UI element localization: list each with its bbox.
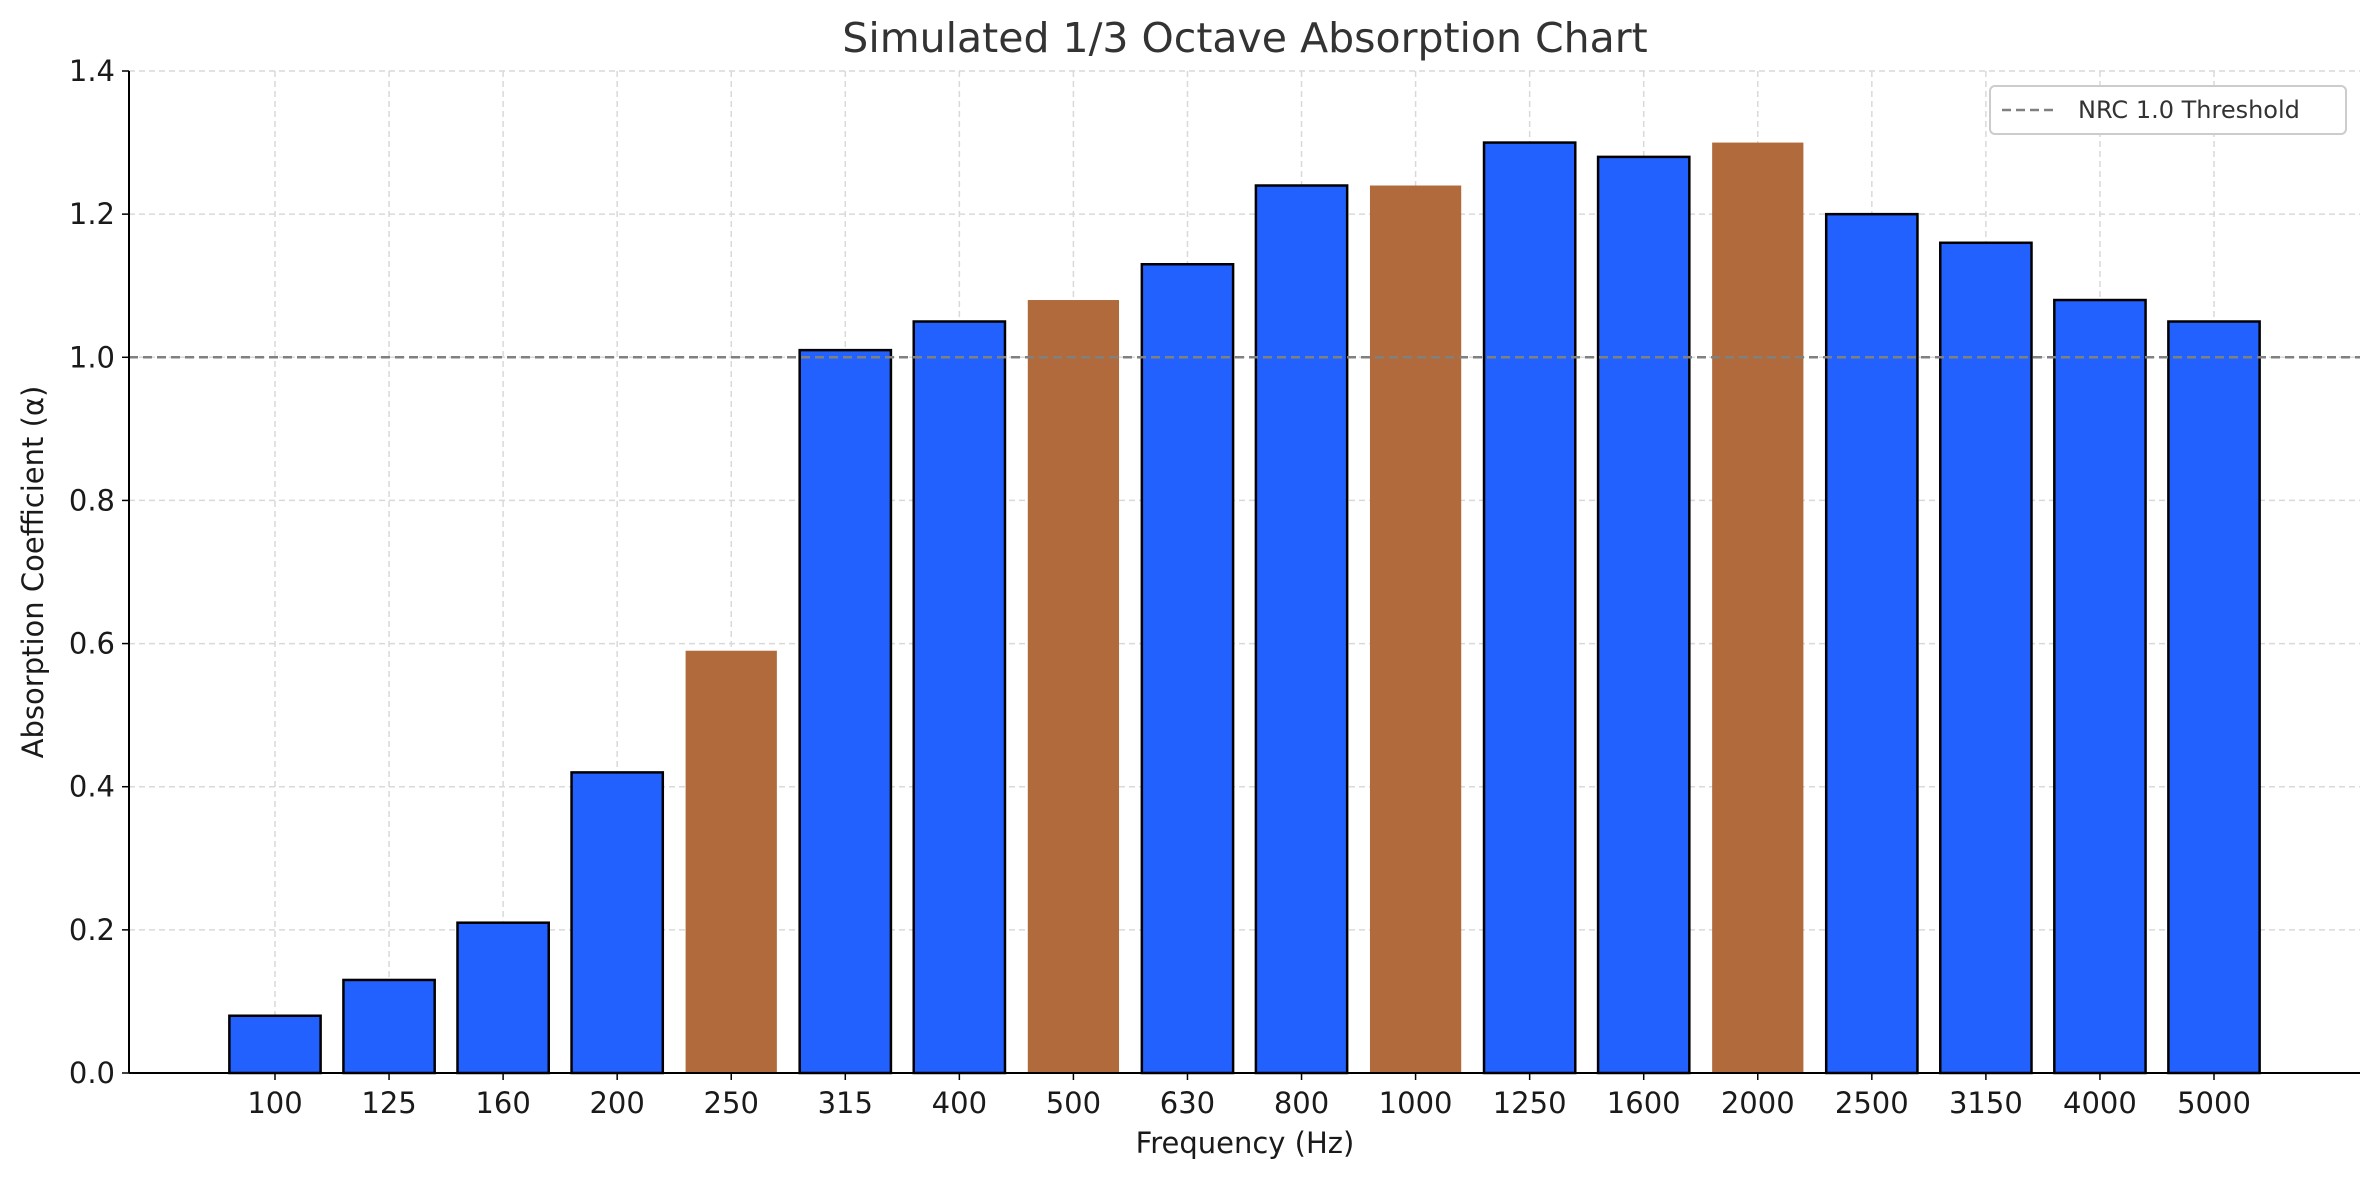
bar-4000 [2053, 298, 2147, 1075]
chart-title: Simulated 1/3 Octave Absorption Chart [842, 14, 1647, 62]
x-tick-label: 2500 [1835, 1086, 1909, 1120]
x-tick-label: 800 [1274, 1086, 1329, 1120]
bar-1250 [1482, 141, 1577, 1075]
y-tick-label: 1.2 [69, 197, 115, 231]
legend: NRC 1.0 Threshold [1989, 85, 2347, 135]
bar-200 [570, 771, 665, 1075]
x-tick-label: 5000 [2177, 1086, 2251, 1120]
x-tick-label: 1600 [1607, 1086, 1681, 1120]
y-tick-label: 0.6 [69, 627, 115, 661]
bar-2500 [1824, 212, 1919, 1075]
y-tick-label: 1.4 [69, 54, 115, 88]
x-tick-label: 630 [1160, 1086, 1215, 1120]
y-axis-label: Absorption Coefficient (α) [16, 386, 50, 759]
x-tick-labels: 100 125 160 200 250 315 400 500 630 800 1000 1250 16… [247, 1086, 2251, 1120]
axes [122, 70, 2360, 1080]
x-tick-label: 200 [589, 1086, 644, 1120]
x-tick-label: 100 [247, 1086, 302, 1120]
y-tick-label: 0.4 [69, 770, 115, 804]
x-tick-label: 315 [818, 1086, 873, 1120]
y-tick-label: 0.0 [69, 1056, 115, 1090]
x-tick-label: 160 [475, 1086, 530, 1120]
bar-160 [456, 921, 550, 1075]
x-tick-label: 3150 [1949, 1086, 2023, 1120]
y-tick-labels: 0.0 0.2 0.4 0.6 0.8 1.0 1.2 1.4 [69, 54, 115, 1090]
y-tick-label: 1.0 [69, 340, 115, 374]
x-tick-label: 4000 [2063, 1086, 2137, 1120]
bar-250 [685, 650, 777, 1073]
bar-400 [912, 320, 1007, 1075]
bar-1600 [1596, 155, 1691, 1075]
x-tick-label: 125 [361, 1086, 416, 1120]
y-tick-label: 0.2 [69, 913, 115, 947]
x-tick-label: 2000 [1721, 1086, 1795, 1120]
bar-1000 [1369, 185, 1462, 1073]
bar-125 [342, 978, 436, 1075]
bars [228, 141, 2261, 1075]
y-tick-label: 0.8 [69, 483, 115, 517]
bar-2000 [1712, 142, 1804, 1074]
x-axis-label: Frequency (Hz) [1136, 1126, 1355, 1160]
x-tick-label: 400 [932, 1086, 987, 1120]
legend-box [1989, 85, 2347, 135]
bar-315 [798, 348, 893, 1075]
bar-3150 [1939, 241, 2033, 1075]
bar-800 [1254, 184, 1349, 1075]
x-tick-label: 250 [704, 1086, 759, 1120]
x-tick-label: 500 [1046, 1086, 1101, 1120]
bar-500 [1027, 300, 1120, 1073]
x-tick-label: 1250 [1493, 1086, 1567, 1120]
legend-threshold-label: NRC 1.0 Threshold [2078, 96, 2300, 124]
bar-100 [228, 1014, 322, 1075]
bar-5000 [2167, 320, 2261, 1075]
bar-630 [1140, 262, 1235, 1075]
x-tick-label: 1000 [1379, 1086, 1453, 1120]
